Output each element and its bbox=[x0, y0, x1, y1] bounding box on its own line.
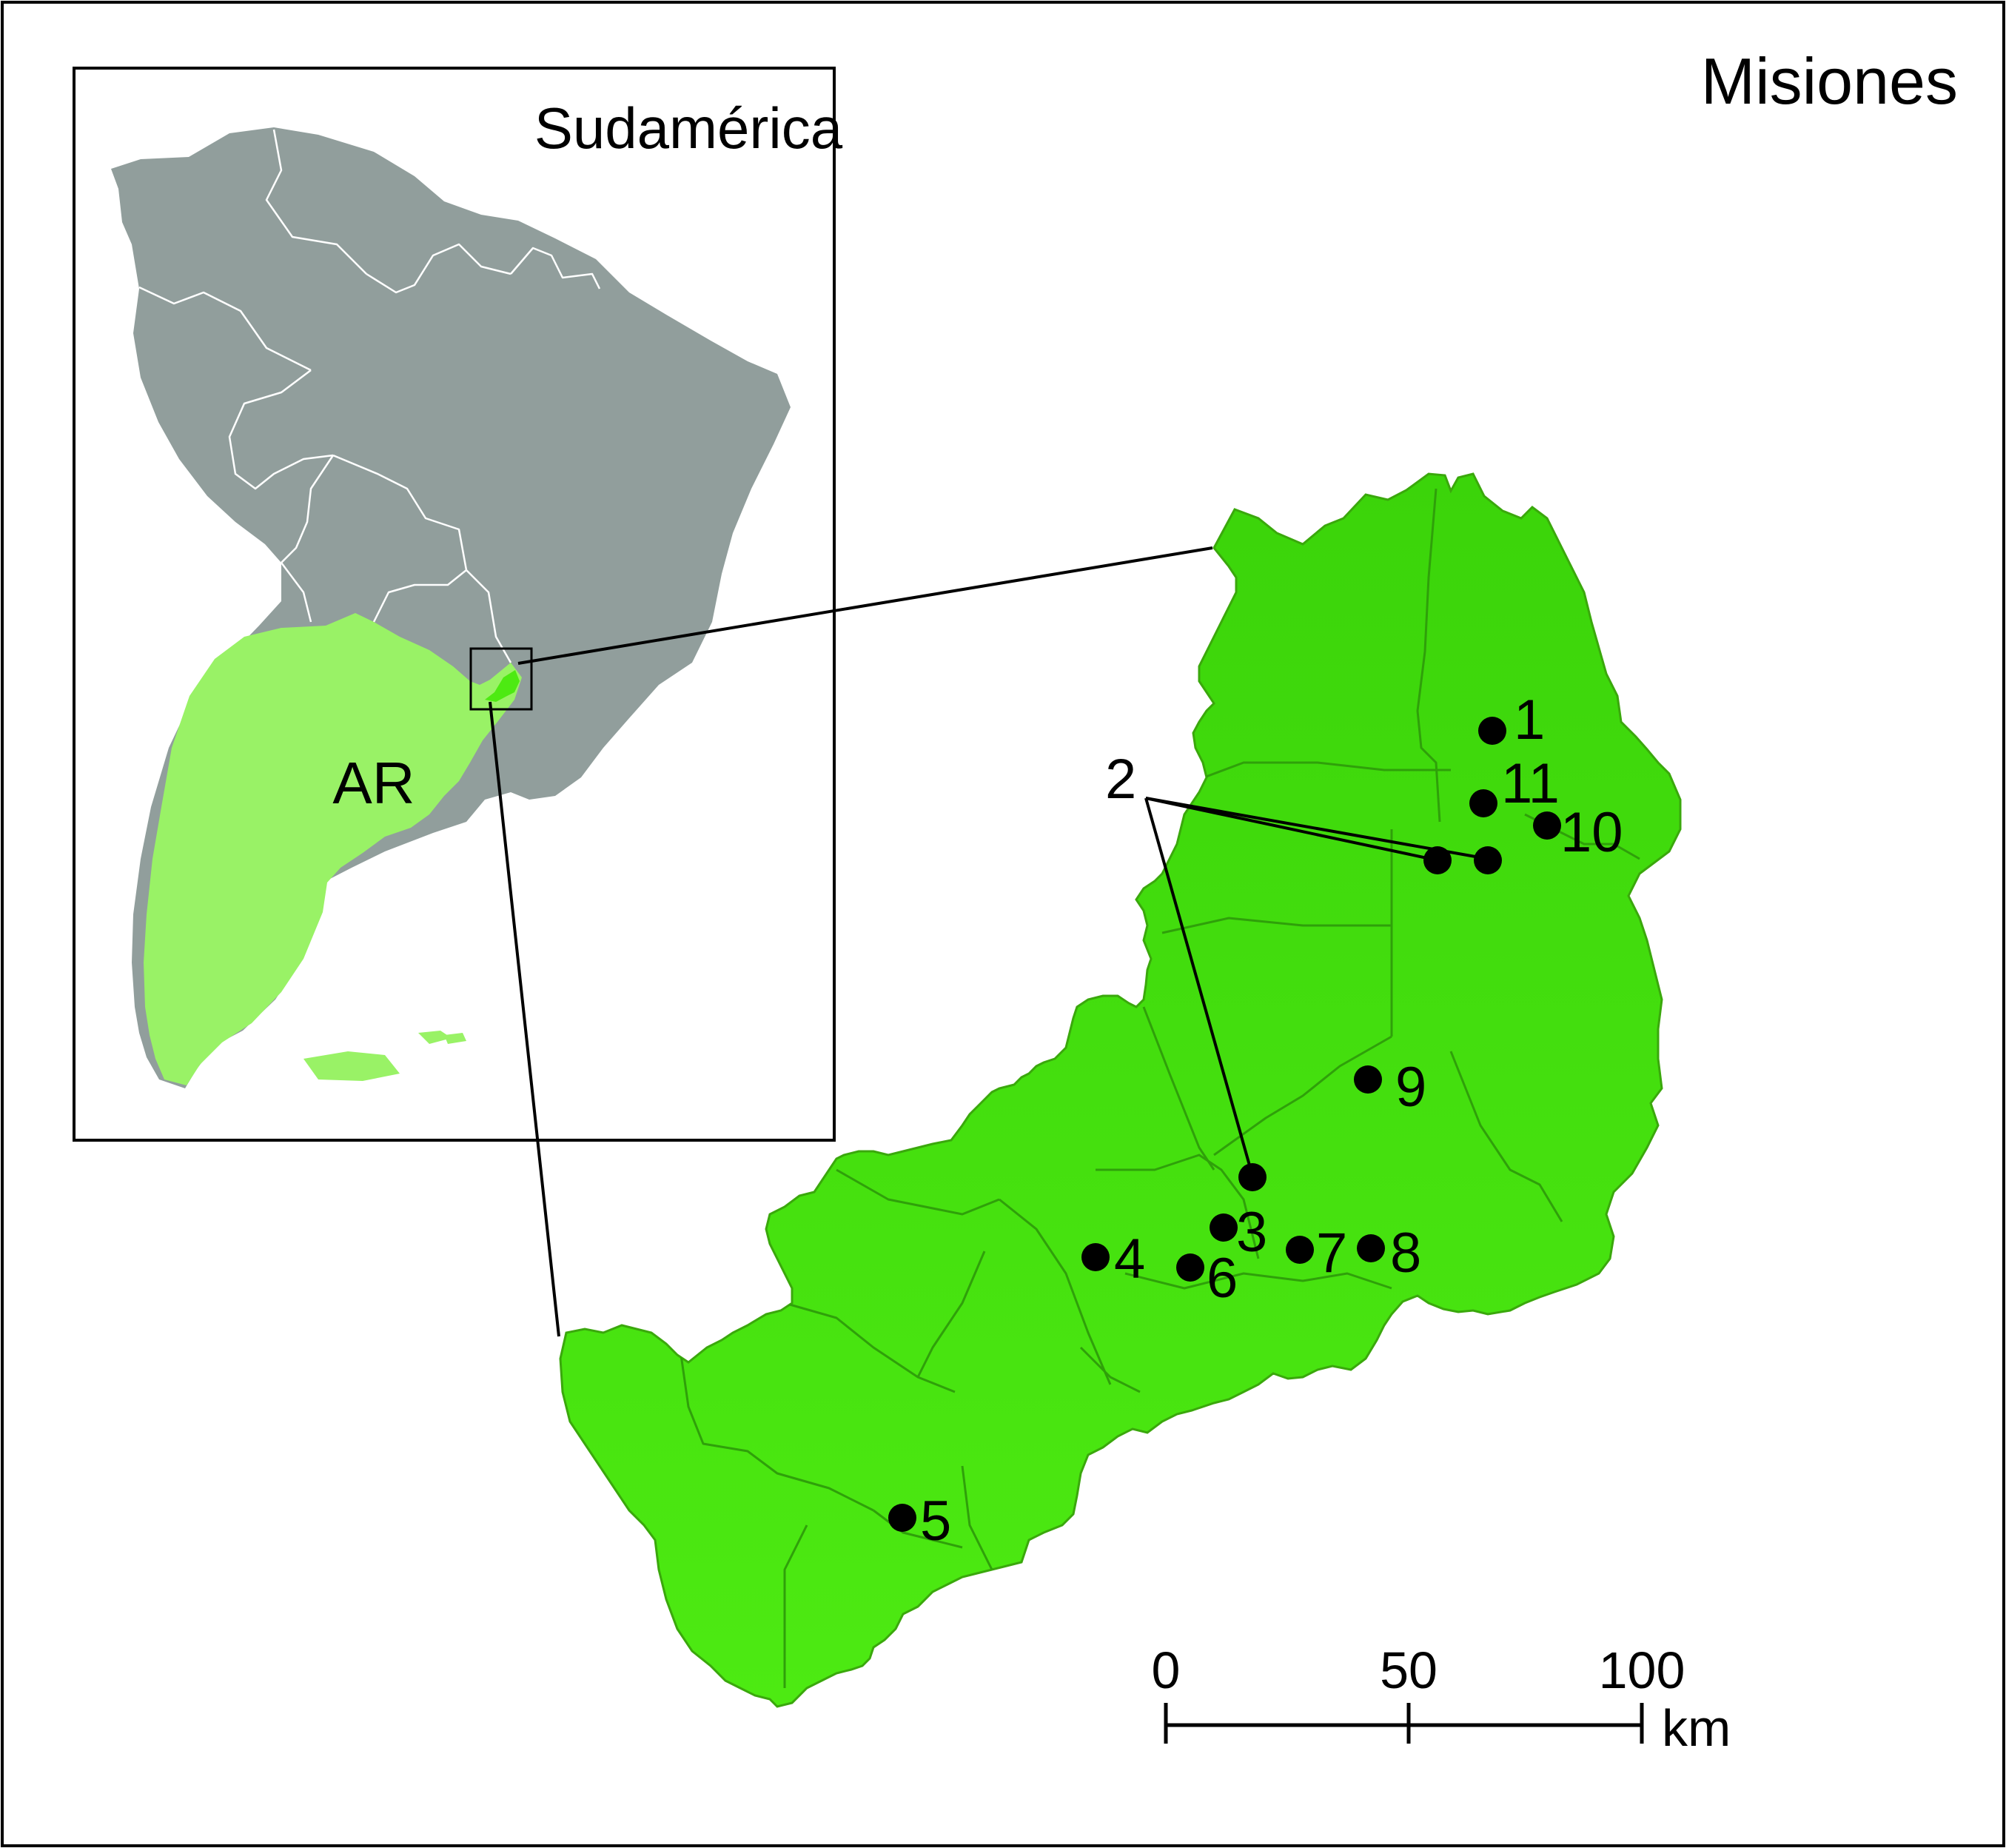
dept-line-south7 bbox=[783, 1524, 808, 1688]
border-bolivia-paraguay bbox=[372, 569, 467, 623]
misiones-inset bbox=[485, 670, 520, 702]
site-marker-9 bbox=[1354, 1065, 1382, 1094]
site-label-8: 8 bbox=[1390, 1222, 1421, 1285]
department-boundaries bbox=[680, 488, 1640, 1688]
scale-bar-label-0: 0 bbox=[1152, 1641, 1181, 1699]
dept-line-south3 bbox=[784, 1302, 956, 1393]
site-marker-8 bbox=[1357, 1234, 1385, 1262]
site-marker-2-south bbox=[1238, 1163, 1267, 1191]
site-marker-11 bbox=[1469, 789, 1497, 817]
border-bolivia-brazil bbox=[332, 454, 468, 571]
site-label-4: 4 bbox=[1114, 1228, 1145, 1290]
site-marker-3 bbox=[1210, 1213, 1238, 1242]
inset-locator-box bbox=[469, 647, 533, 711]
border-venezuela-brazil bbox=[366, 243, 511, 294]
connector-line-top bbox=[517, 546, 1213, 665]
dept-line-diag2 bbox=[1449, 1051, 1563, 1222]
site-label-7: 7 bbox=[1316, 1222, 1347, 1285]
site-label-3: 3 bbox=[1236, 1201, 1267, 1264]
site-marker-5 bbox=[888, 1504, 916, 1532]
argentina-region bbox=[144, 613, 522, 1085]
malvinas-east bbox=[444, 1033, 466, 1044]
border-chile-bolivia bbox=[281, 562, 312, 623]
dept-line-south10 bbox=[1079, 1346, 1141, 1393]
leader-2-to-south bbox=[1144, 797, 1254, 1176]
leader-2-to-mid bbox=[1145, 797, 1438, 862]
site-marker-10 bbox=[1533, 811, 1561, 840]
connector-line-bottom bbox=[489, 701, 560, 1337]
region-title: Misiones bbox=[1701, 44, 1958, 118]
site-label-11: 11 bbox=[1501, 752, 1560, 815]
dept-line-band1 bbox=[1184, 761, 1451, 786]
dept-line-south6 bbox=[873, 1509, 963, 1549]
dept-line-center bbox=[1096, 1154, 1260, 1259]
site-labels: 1 2 3 4 5 6 7 8 9 10 11 bbox=[920, 689, 1623, 1553]
misiones-map: 1 2 3 4 5 6 7 8 9 10 11 Misiones bbox=[559, 44, 1958, 1708]
dept-line-south1 bbox=[999, 1198, 1112, 1385]
malvinas-west bbox=[418, 1031, 452, 1044]
inset-title: Sudamérica bbox=[534, 96, 843, 161]
dept-line-south4 bbox=[916, 1251, 986, 1378]
dept-line-diag1 bbox=[1213, 1035, 1392, 1156]
site-marker-6 bbox=[1176, 1253, 1204, 1282]
site-marker-2-mid bbox=[1423, 846, 1452, 874]
dept-line-south8 bbox=[961, 1465, 993, 1570]
border-guianas bbox=[510, 247, 601, 289]
dept-line-south9 bbox=[1124, 1272, 1392, 1290]
border-peru-brazil bbox=[228, 369, 334, 490]
country-borders bbox=[138, 129, 601, 663]
site-marker-1 bbox=[1478, 717, 1506, 745]
scale-bar-label-100: 100 bbox=[1599, 1641, 1685, 1699]
site-label-10: 10 bbox=[1560, 801, 1623, 864]
country-label-ar: AR bbox=[332, 750, 415, 816]
scale-bar-unit: km bbox=[1662, 1699, 1731, 1757]
site-label-1: 1 bbox=[1514, 689, 1545, 751]
site-label-5: 5 bbox=[920, 1490, 951, 1553]
border-colombia-venezuela bbox=[265, 129, 367, 275]
scale-bar-label-50: 50 bbox=[1380, 1641, 1438, 1699]
dept-line-south2 bbox=[836, 1168, 1000, 1216]
dept-line-band2 bbox=[1161, 917, 1392, 934]
site-label-9: 9 bbox=[1395, 1056, 1426, 1119]
site-marker-7 bbox=[1286, 1236, 1314, 1264]
tierra-del-fuego bbox=[303, 1051, 400, 1081]
border-colombia-ecuador-peru bbox=[138, 286, 312, 372]
inset-map: Sudamérica AR bbox=[73, 67, 843, 1142]
site-label-2: 2 bbox=[1105, 748, 1136, 811]
dept-line-north bbox=[1416, 488, 1441, 823]
dept-line-south5 bbox=[680, 1354, 874, 1512]
site-marker-4 bbox=[1081, 1243, 1110, 1271]
site-marker-2-east bbox=[1474, 846, 1502, 874]
border-peru-bolivia bbox=[281, 455, 335, 563]
site-markers bbox=[888, 717, 1561, 1532]
site-label-6: 6 bbox=[1207, 1247, 1238, 1310]
scale-bar: 0 50 100 km bbox=[1152, 1641, 1731, 1757]
